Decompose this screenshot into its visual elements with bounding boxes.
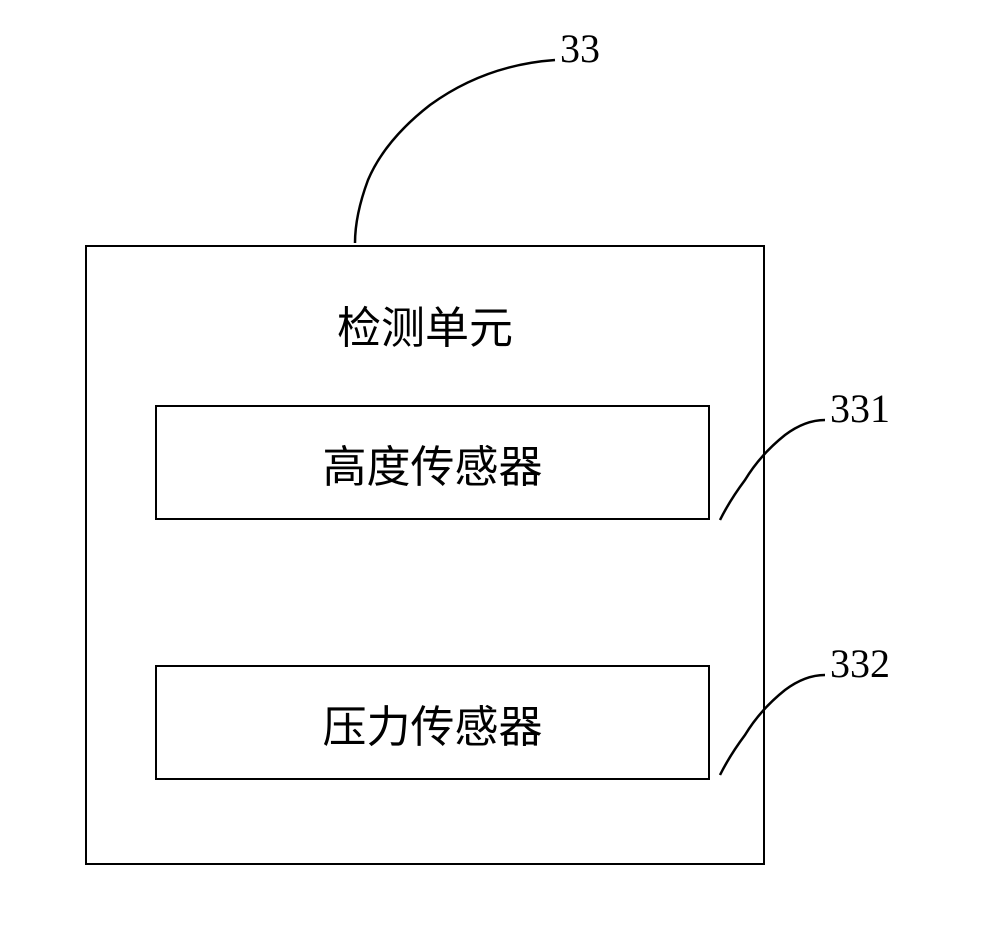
pressure-sensor-text: 压力传感器: [323, 691, 543, 755]
label-332: 332: [830, 640, 890, 687]
leader-line-33: [355, 60, 555, 243]
diagram-container: 检测单元 高度传感器 压力传感器 33 331 332: [0, 0, 1000, 925]
label-33: 33: [560, 25, 600, 72]
pressure-sensor-box: 压力传感器: [155, 665, 710, 780]
height-sensor-box: 高度传感器: [155, 405, 710, 520]
height-sensor-text: 高度传感器: [323, 431, 543, 495]
detection-unit-title: 检测单元: [87, 292, 763, 356]
label-331: 331: [830, 385, 890, 432]
